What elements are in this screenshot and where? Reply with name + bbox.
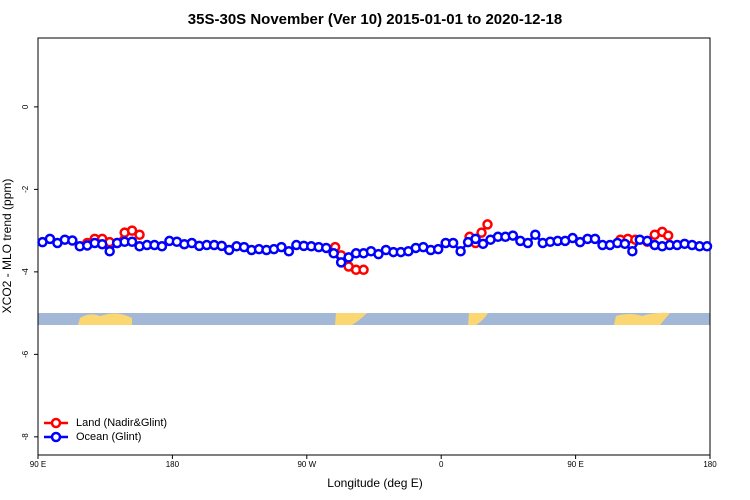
data-point: [470, 233, 481, 245]
data-point: [216, 240, 227, 252]
data-point: [447, 237, 459, 249]
data-point: [335, 257, 347, 268]
data-point: [283, 245, 295, 257]
x-tick-label: 180: [703, 460, 717, 469]
data-point: [373, 248, 384, 260]
x-axis-label: Longitude (deg E): [327, 476, 422, 490]
data-point: [522, 237, 534, 249]
land-ocean-strip: [38, 312, 710, 325]
y-tick-label: -2: [21, 185, 30, 193]
x-tick-label: 90 W: [297, 460, 316, 469]
data-point: [701, 241, 713, 252]
data-point: [619, 238, 631, 250]
legend-label: Ocean (Glint): [76, 431, 141, 443]
data-point: [134, 229, 145, 240]
legend-marker: [50, 431, 62, 443]
x-tick-label: 90 E: [30, 460, 46, 469]
data-point: [328, 248, 339, 259]
data-point: [358, 264, 369, 276]
data-point: [126, 225, 138, 236]
data-point: [104, 245, 115, 257]
x-tick-label: 0: [439, 460, 444, 469]
chart-title: 35S-30S November (Ver 10) 2015-01-01 to …: [188, 11, 562, 28]
data-point: [276, 241, 287, 253]
data-point: [476, 227, 487, 238]
data-point: [44, 233, 56, 245]
data-point: [507, 230, 519, 241]
data-point: [477, 238, 489, 250]
legend-marker: [50, 417, 62, 429]
data-point: [589, 233, 601, 245]
data-point: [126, 236, 138, 248]
data-point: [432, 243, 444, 255]
data-point: [96, 238, 108, 250]
data-point: [567, 232, 578, 244]
data-point: [662, 230, 674, 241]
data-point: [455, 245, 466, 257]
data-point: [627, 245, 638, 257]
data-point: [343, 252, 354, 263]
data-point: [530, 229, 541, 240]
data-point: [642, 235, 653, 247]
legend-label: Land (Nadir&Glint): [76, 417, 167, 429]
data-point: [482, 219, 493, 230]
data-point: [156, 241, 168, 252]
y-tick-label: -4: [21, 268, 30, 276]
y-axis-label: XCO2 - MLO trend (ppm): [0, 179, 14, 314]
y-tick-label: -8: [21, 433, 30, 441]
x-tick-label: 180: [166, 460, 180, 469]
data-point: [67, 235, 78, 246]
x-tick-label: 90 E: [567, 460, 583, 469]
y-tick-label: 0: [21, 104, 30, 109]
y-tick-label: -6: [21, 350, 30, 358]
data-point: [320, 242, 332, 254]
